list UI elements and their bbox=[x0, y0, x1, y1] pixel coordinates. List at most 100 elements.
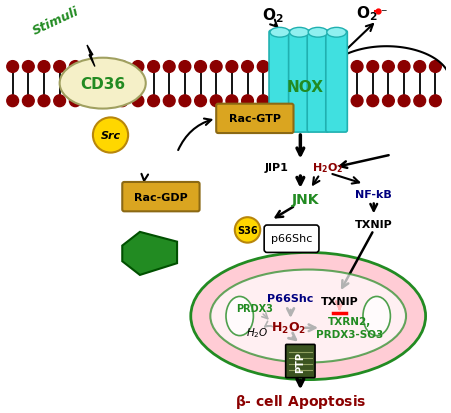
Text: Rac-GTP: Rac-GTP bbox=[229, 114, 281, 124]
Circle shape bbox=[336, 96, 347, 107]
Circle shape bbox=[101, 62, 112, 73]
Circle shape bbox=[210, 62, 222, 73]
Circle shape bbox=[163, 62, 175, 73]
Circle shape bbox=[414, 96, 426, 107]
Circle shape bbox=[320, 62, 331, 73]
Text: $\mathbf{H_2O_2}$: $\mathbf{H_2O_2}$ bbox=[312, 161, 344, 175]
Circle shape bbox=[382, 96, 394, 107]
Circle shape bbox=[258, 96, 269, 107]
Circle shape bbox=[23, 96, 34, 107]
Text: Vav: Vav bbox=[140, 152, 165, 165]
Circle shape bbox=[54, 96, 65, 107]
Circle shape bbox=[367, 62, 379, 73]
Text: NF-kB: NF-kB bbox=[355, 189, 392, 199]
Circle shape bbox=[163, 96, 175, 107]
Text: $\mathbf{O_2}$: $\mathbf{O_2}$ bbox=[262, 6, 284, 25]
Circle shape bbox=[38, 96, 50, 107]
Ellipse shape bbox=[363, 297, 391, 336]
FancyBboxPatch shape bbox=[269, 31, 290, 133]
Circle shape bbox=[7, 62, 18, 73]
Text: Stimuli: Stimuli bbox=[31, 5, 81, 38]
Circle shape bbox=[93, 118, 128, 153]
Circle shape bbox=[273, 62, 285, 73]
Text: $\bf{\beta}$- cell Apoptosis: $\bf{\beta}$- cell Apoptosis bbox=[235, 392, 366, 410]
Circle shape bbox=[351, 62, 363, 73]
Text: TXNIP: TXNIP bbox=[321, 297, 359, 306]
Circle shape bbox=[38, 62, 50, 73]
Circle shape bbox=[23, 62, 34, 73]
Circle shape bbox=[179, 62, 191, 73]
Circle shape bbox=[132, 62, 144, 73]
Text: Rac-GDP: Rac-GDP bbox=[134, 192, 188, 202]
Circle shape bbox=[69, 96, 81, 107]
Text: CD36: CD36 bbox=[80, 76, 125, 91]
Circle shape bbox=[210, 96, 222, 107]
Text: JNK: JNK bbox=[291, 192, 319, 206]
Circle shape bbox=[336, 62, 347, 73]
Text: PTP: PTP bbox=[295, 351, 305, 372]
Ellipse shape bbox=[210, 270, 406, 363]
Circle shape bbox=[85, 96, 97, 107]
Text: JIP1: JIP1 bbox=[265, 163, 289, 173]
FancyBboxPatch shape bbox=[326, 31, 347, 133]
Ellipse shape bbox=[290, 28, 309, 38]
Circle shape bbox=[304, 62, 316, 73]
Circle shape bbox=[148, 62, 160, 73]
Ellipse shape bbox=[226, 297, 253, 336]
Circle shape bbox=[226, 96, 238, 107]
Circle shape bbox=[85, 62, 97, 73]
Circle shape bbox=[195, 62, 207, 73]
Text: p66Shc: p66Shc bbox=[271, 233, 312, 243]
Circle shape bbox=[116, 62, 128, 73]
FancyBboxPatch shape bbox=[264, 225, 319, 253]
Ellipse shape bbox=[60, 59, 146, 109]
Circle shape bbox=[289, 96, 300, 107]
FancyBboxPatch shape bbox=[216, 104, 294, 134]
Text: $H_2O$: $H_2O$ bbox=[246, 325, 268, 339]
Circle shape bbox=[414, 62, 426, 73]
Circle shape bbox=[258, 62, 269, 73]
Circle shape bbox=[398, 62, 410, 73]
Text: $\mathbf{O_2}$: $\mathbf{O_2}$ bbox=[356, 4, 377, 23]
Ellipse shape bbox=[191, 253, 426, 380]
Circle shape bbox=[179, 96, 191, 107]
Circle shape bbox=[304, 96, 316, 107]
Text: PRDX3: PRDX3 bbox=[236, 304, 273, 313]
FancyBboxPatch shape bbox=[307, 31, 329, 133]
Circle shape bbox=[429, 62, 441, 73]
FancyBboxPatch shape bbox=[285, 344, 315, 378]
Circle shape bbox=[7, 96, 18, 107]
Text: S36: S36 bbox=[237, 225, 258, 235]
Circle shape bbox=[242, 96, 253, 107]
Polygon shape bbox=[87, 46, 95, 67]
Circle shape bbox=[351, 96, 363, 107]
Circle shape bbox=[195, 96, 207, 107]
Circle shape bbox=[289, 62, 300, 73]
Ellipse shape bbox=[308, 28, 328, 38]
FancyBboxPatch shape bbox=[122, 183, 200, 212]
Circle shape bbox=[69, 62, 81, 73]
Text: TXNIP: TXNIP bbox=[355, 220, 393, 230]
Ellipse shape bbox=[270, 28, 290, 38]
Text: $^{-}$: $^{-}$ bbox=[380, 9, 387, 19]
FancyBboxPatch shape bbox=[289, 31, 310, 133]
Circle shape bbox=[226, 62, 238, 73]
Circle shape bbox=[132, 96, 144, 107]
Circle shape bbox=[101, 96, 112, 107]
Text: PRDX3-SO3: PRDX3-SO3 bbox=[316, 329, 383, 339]
Circle shape bbox=[382, 62, 394, 73]
Text: TXRN2,: TXRN2, bbox=[328, 316, 371, 326]
Text: Src: Src bbox=[101, 131, 120, 141]
Circle shape bbox=[273, 96, 285, 107]
Polygon shape bbox=[122, 232, 177, 275]
Circle shape bbox=[148, 96, 160, 107]
Circle shape bbox=[398, 96, 410, 107]
Circle shape bbox=[235, 218, 260, 243]
Ellipse shape bbox=[327, 28, 346, 38]
Circle shape bbox=[242, 62, 253, 73]
Circle shape bbox=[429, 96, 441, 107]
Text: $\mathbf{H_2O_2}$: $\mathbf{H_2O_2}$ bbox=[271, 320, 306, 335]
Circle shape bbox=[116, 96, 128, 107]
Circle shape bbox=[320, 96, 331, 107]
Circle shape bbox=[54, 62, 65, 73]
